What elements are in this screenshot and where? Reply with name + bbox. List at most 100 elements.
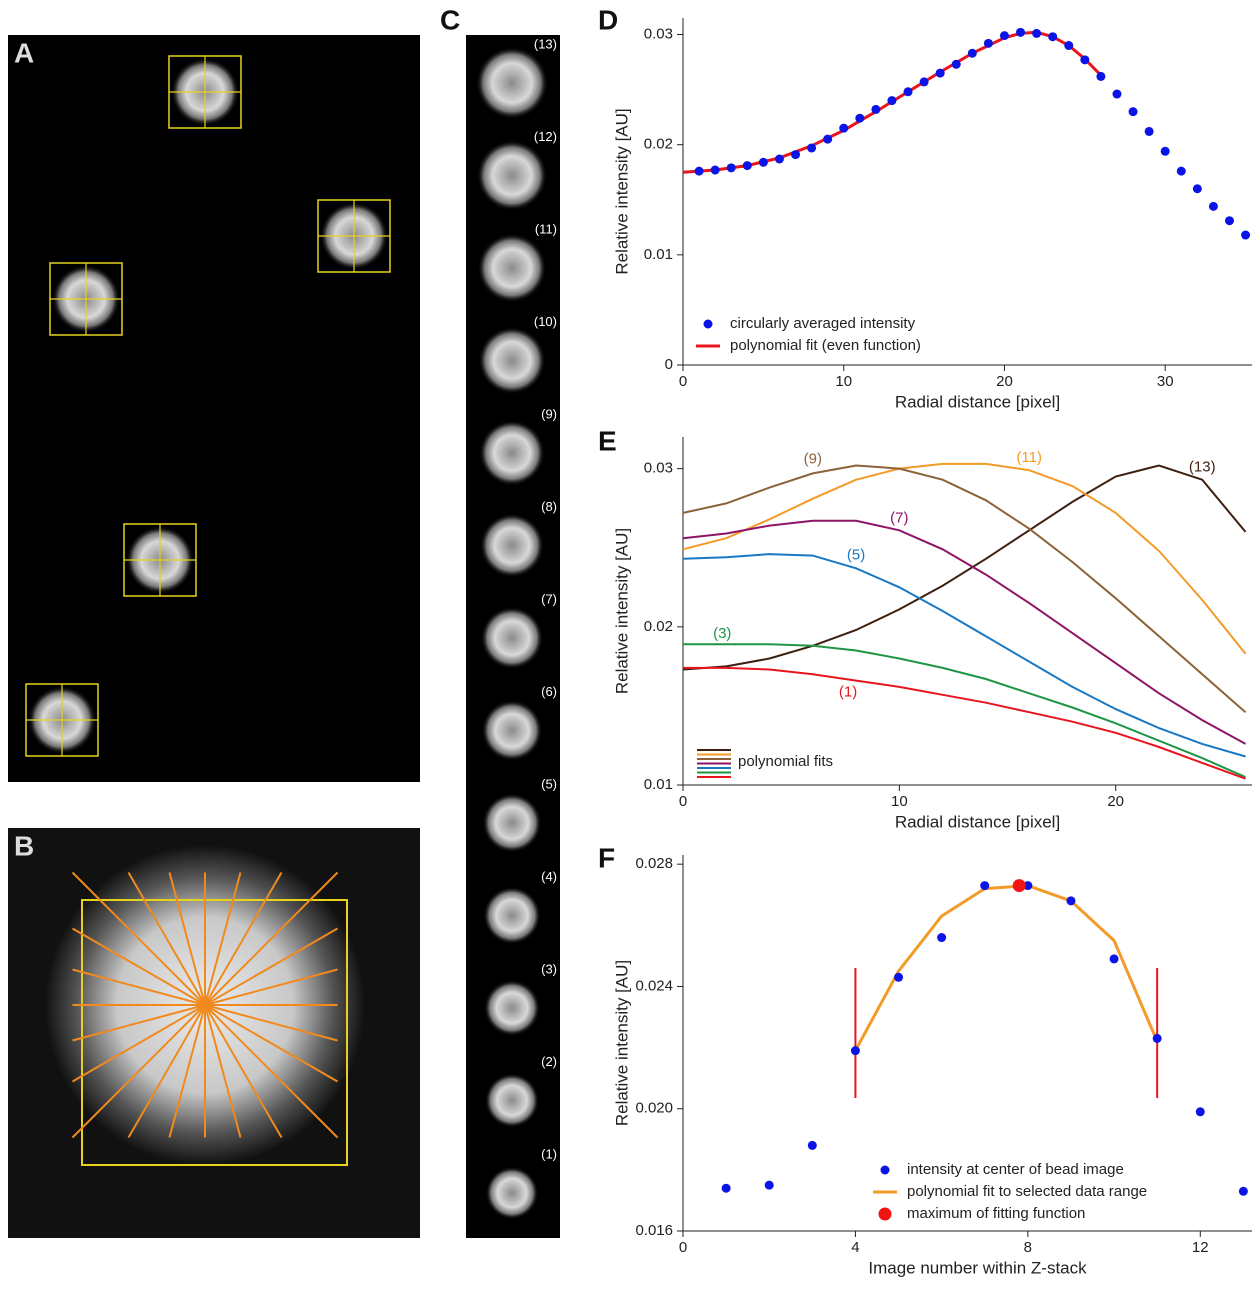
image-label: (2) [541,1054,557,1069]
data-point [967,48,977,58]
ray [168,1004,206,1138]
ray [127,871,206,1006]
panel-label: E [598,425,617,456]
ray [72,1004,206,1083]
data-point [850,1046,860,1056]
fit-line [682,462,1247,655]
data-point [1208,201,1218,211]
bead-image [477,233,547,303]
data-point [1176,166,1186,176]
fit-line [682,553,1246,758]
y-tick-label: 0.016 [635,1222,673,1239]
curve-label: (9) [804,450,822,467]
data-point [1016,27,1026,37]
y-tick-label: 0.02 [644,136,673,153]
data-point [823,134,833,144]
y-axis-label: Relative intensity [AU] [612,108,631,274]
x-axis-label: Image number within Z-stack [868,1258,1087,1277]
bead-image [476,47,548,119]
panel-label: F [598,842,615,873]
bead-image [481,700,543,761]
ray [204,871,339,1006]
x-tick-label: 10 [891,793,908,810]
bead-image [485,1166,539,1220]
x-tick-label: 12 [1192,1239,1209,1256]
panel-label: A [14,37,34,68]
image-label: (12) [534,129,557,144]
bead-image [476,140,548,211]
x-tick-label: 20 [996,373,1013,390]
y-tick-label: 0.02 [644,618,673,635]
data-point [935,68,945,78]
legend-label: polynomial fit (even function) [730,337,921,354]
fit-line [682,519,1246,745]
data-point [807,143,817,153]
panel-a-image [8,35,420,782]
data-point [980,881,990,891]
image-label: (3) [541,961,557,976]
curve-label: (5) [847,546,865,563]
legend-swatch [703,319,713,329]
bead-image [480,513,544,578]
data-point [721,1183,731,1193]
max-point [1012,879,1026,893]
fit-line [683,643,1246,779]
data-point [1128,107,1138,117]
ray [204,1004,338,1083]
data-point [1241,230,1251,240]
fit-line [682,464,1247,671]
ray [204,872,283,1006]
x-tick-label: 30 [1157,373,1174,390]
y-axis-label: Relative intensity [AU] [612,960,631,1126]
curve-label: (1) [839,684,857,701]
data-point [807,1140,817,1150]
x-tick-label: 4 [851,1239,859,1256]
data-point [1066,896,1076,906]
bead-image [479,420,545,486]
data-point [1144,126,1154,136]
panel-label: B [14,830,34,861]
bead-image [478,326,546,395]
legend-label: intensity at center of bead image [907,1161,1124,1178]
image-label: (7) [541,591,557,606]
x-tick-label: 8 [1024,1239,1032,1256]
curve-label: (3) [713,625,731,642]
ray [204,968,338,1006]
data-point [1112,89,1122,99]
data-point [1080,55,1090,65]
data-point [894,972,904,982]
y-tick-label: 0.03 [644,25,673,42]
legend-label: polynomial fit to selected data range [907,1183,1147,1200]
image-label: (13) [534,36,557,51]
data-point [694,166,704,176]
data-point [726,163,736,173]
bead-image [484,1073,540,1128]
x-tick-label: 0 [679,793,687,810]
data-point [1048,32,1058,42]
data-point [1096,71,1106,81]
fit-line [683,666,1246,780]
x-tick-label: 0 [679,373,687,390]
fit-line [682,464,1247,713]
image-label: (6) [541,684,557,699]
bead-image [484,980,540,1036]
data-point [1064,41,1074,51]
y-tick-label: 0.01 [644,246,673,263]
bead-image [482,793,542,853]
bead-image [483,886,541,945]
y-tick-label: 0.020 [635,1100,673,1117]
panel-label: D [598,4,618,35]
ray [71,871,206,1006]
data-point [1195,1107,1205,1117]
ray [168,872,206,1006]
legend-label: maximum of fitting function [907,1205,1085,1222]
panel-b-image [8,828,420,1238]
ray [127,1004,206,1139]
ray [204,927,338,1006]
bead-image [480,606,544,670]
curve-label: (11) [1016,449,1042,466]
image-label: (5) [541,776,557,791]
data-point [999,31,1009,41]
ray [204,1004,338,1042]
ray [204,1004,242,1138]
